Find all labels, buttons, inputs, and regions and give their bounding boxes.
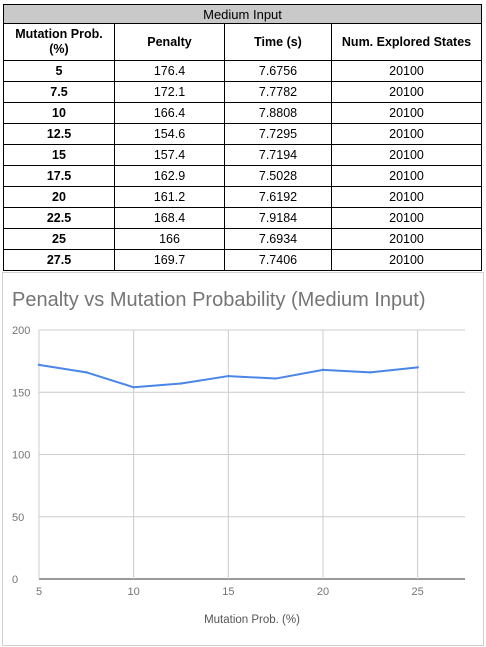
column-header: Mutation Prob. (%)	[3, 23, 115, 61]
table-cell: 20100	[330, 186, 483, 208]
table-cell: 27.5	[3, 249, 115, 271]
data-point	[85, 371, 88, 374]
table-title: Medium Input	[2, 4, 483, 24]
table-cell: 20	[3, 186, 115, 208]
y-tick-label: 200	[12, 325, 30, 337]
table-cell: 20100	[330, 102, 483, 124]
penalty-chart: Penalty vs Mutation Probability (Medium …	[2, 272, 484, 646]
table-cell: 176.4	[114, 60, 225, 82]
table-cell: 7.5	[3, 81, 115, 103]
table-cell: 12.5	[3, 123, 115, 145]
table-cell: 20100	[330, 81, 483, 103]
table-cell: 7.7406	[224, 249, 332, 271]
data-point	[321, 368, 325, 372]
x-tick-label: 20	[317, 586, 329, 598]
table-row: 7.5 172.1 7.7782 20100	[3, 81, 483, 103]
data-point	[132, 386, 135, 389]
x-tick-label: 25	[412, 586, 424, 598]
y-tick-label: 0	[12, 574, 18, 586]
results-table: Medium Input Mutation Prob. (%) Penalty Ti…	[2, 4, 483, 271]
data-point	[416, 366, 419, 369]
table-row: 12.5 154.6 7.7295 20100	[3, 123, 483, 145]
data-point	[227, 374, 230, 378]
data-point	[369, 371, 372, 374]
x-tick-label: 10	[128, 586, 140, 598]
table-cell: 169.7	[114, 249, 225, 271]
data-point	[274, 377, 277, 380]
table-cell: 20100	[330, 165, 483, 187]
table-cell: 157.4	[114, 144, 225, 166]
table-cell: 166.4	[114, 102, 225, 124]
column-header: Penalty	[114, 23, 225, 61]
data-point	[179, 382, 183, 385]
table-cell: 20100	[330, 249, 483, 271]
table-cell: 20100	[330, 60, 483, 82]
table-row: 27.5 169.7 7.7406 20100	[3, 249, 483, 271]
table-cell: 162.9	[114, 165, 225, 187]
table-cell: 20100	[330, 228, 483, 250]
table-cell: 154.6	[114, 123, 225, 145]
table-row: 25 166 7.6934 20100	[3, 228, 483, 250]
table-cell: 7.7194	[224, 144, 332, 166]
table-row: 20 161.2 7.6192 20100	[3, 186, 483, 208]
table-cell: 10	[3, 102, 115, 124]
table-cell: 5	[3, 60, 115, 82]
table-row: 22.5 168.4 7.9184 20100	[3, 207, 483, 229]
table-cell: 20100	[330, 207, 483, 229]
x-tick-label: 5	[36, 586, 42, 598]
table-cell: 7.6192	[224, 186, 332, 208]
table-cell: 168.4	[114, 207, 225, 229]
table-cell: 172.1	[114, 81, 225, 103]
table-cell: 161.2	[114, 186, 225, 208]
table-cell: 7.6934	[224, 228, 332, 250]
table-cell: 25	[3, 228, 115, 250]
table-row: 10 166.4 7.8808 20100	[3, 102, 483, 124]
table-cell: 20100	[330, 123, 483, 145]
table-cell: 166	[114, 228, 225, 250]
column-header: Num. Explored States	[330, 23, 483, 61]
column-header: Time (s)	[224, 23, 332, 61]
table-cell: 7.5028	[224, 165, 332, 187]
table-cell: 17.5	[3, 165, 115, 187]
table-cell: 22.5	[3, 207, 115, 229]
x-axis-label: Mutation Prob. (%)	[204, 614, 300, 626]
chart-title: Penalty vs Mutation Probability (Medium …	[12, 289, 426, 311]
table-cell: 7.9184	[224, 207, 332, 229]
table-row: 5 176.4 7.6756 20100	[3, 60, 483, 82]
chart-plot: 0 50 100 150 200 5 10 15 20 25 Mutation Prob. (%)	[12, 325, 465, 626]
table-cell: 7.6756	[224, 60, 332, 82]
y-tick-label: 150	[12, 387, 30, 399]
table-cell: 7.7782	[224, 81, 332, 103]
table-row: 15 157.4 7.7194 20100	[3, 144, 483, 166]
table-cell: 15	[3, 144, 115, 166]
x-tick-label: 15	[222, 586, 234, 598]
table-cell: 20100	[330, 144, 483, 166]
data-point	[37, 363, 41, 367]
y-tick-label: 100	[12, 450, 30, 462]
table-cell: 7.8808	[224, 102, 332, 124]
table-row: 17.5 162.9 7.5028 20100	[3, 165, 483, 187]
table-header-row: Mutation Prob. (%) Penalty Time (s) Num. Ex…	[3, 23, 483, 61]
y-tick-label: 50	[12, 512, 24, 524]
table-cell: 7.7295	[224, 123, 332, 145]
